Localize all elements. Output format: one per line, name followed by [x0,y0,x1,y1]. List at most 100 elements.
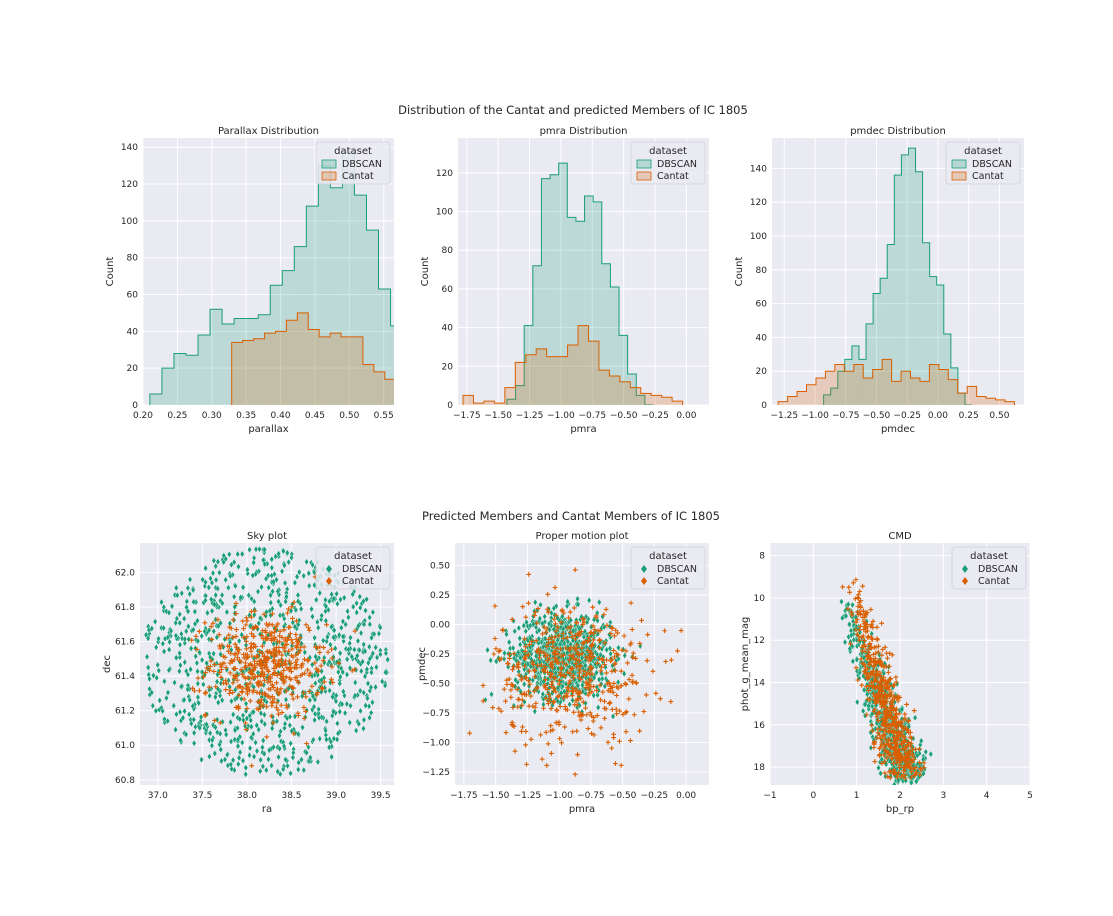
scatter-point [580,681,585,689]
scatter-point [583,679,589,685]
cmd-scatter-plot: −1 0 1 2 3 4 581012141618CMDbp_rpphot_g_mean_m… [740,531,1033,815]
scatter-point [894,753,899,758]
histogram-bar [976,396,987,405]
scatter-point [321,645,327,651]
scatter-point [875,659,881,665]
scatter-point [551,604,557,612]
scatter-point [190,702,196,710]
histogram-bar [891,381,902,405]
histogram-bar [483,401,495,405]
scatter-point [361,725,366,733]
scatter-point [294,674,300,680]
scatter-point [245,675,251,681]
scatter-point [514,687,520,692]
scatter-point [238,667,244,673]
scatter-point [185,584,191,592]
scatter-point [196,699,202,707]
scatter-point [279,671,285,677]
scatter-point [268,713,274,719]
scatter-point [226,632,232,638]
scatter-point [177,667,182,675]
x-tick-label: −1.25 [514,791,542,801]
scatter-point [250,634,256,639]
scatter-point [869,645,874,651]
scatter-point [252,608,258,614]
legend-swatch [962,565,968,573]
scatter-point [177,619,183,627]
y-tick-label: 18 [754,763,766,773]
scatter-point [590,604,596,610]
scatter-point [320,686,325,692]
scatter-point [337,649,343,657]
scatter-point [256,619,262,627]
scatter-point [364,665,370,673]
scatter-point [856,600,862,605]
scatter-point [893,742,899,747]
histogram-bar [532,265,542,405]
scatter-point [880,677,886,683]
scatter-point [588,667,594,673]
scatter-point [872,759,878,764]
y-tick-label: −1.00 [422,739,450,749]
panel-title: pmra Distribution [540,126,628,137]
x-tick-label: 37.0 [148,791,168,801]
scatter-point [182,635,188,643]
scatter-point [223,665,229,670]
scatter-point [611,735,617,740]
x-tick-label: 5 [1027,791,1033,801]
scatter-point [197,648,202,656]
scatter-point [275,587,281,595]
scatter-point [215,622,221,630]
x-axis-label: pmra [569,804,595,815]
histogram-bar [341,336,352,405]
scatter-point [196,688,202,694]
histogram-bar [873,293,881,405]
scatter-point [612,633,617,639]
histogram-bar [1005,401,1015,405]
x-tick-label: −0.75 [578,411,606,421]
y-tick-label: 80 [127,254,139,264]
y-tick-label: 140 [750,164,767,174]
scatter-point [887,752,893,758]
scatter-point [227,691,232,696]
scatter-point [581,633,587,641]
scatter-point [563,645,569,651]
scatter-point [324,717,329,725]
series-cantat [189,574,358,769]
scatter-point [252,658,257,664]
scatter-point [528,693,534,699]
scatter-point [597,645,603,651]
legend-swatch [321,171,337,181]
scatter-point [519,675,525,681]
scatter-point [316,714,322,722]
scatter-point [217,569,222,577]
scatter-point [542,635,548,643]
scatter-point [565,625,571,631]
scatter-point [315,645,321,651]
scatter-point [341,687,346,696]
scatter-point [247,698,253,704]
panel-title: pmdec Distribution [850,126,946,137]
scatter-point [274,576,279,584]
scatter-point [180,714,186,722]
scatter-point [274,680,279,686]
scatter-point [271,696,277,702]
scatter-point [886,679,891,685]
scatter-point [861,686,867,694]
x-tick-label: 0.30 [202,411,222,421]
scatter-point [884,713,890,718]
scatter-point [607,688,613,694]
scatter-point [306,582,312,590]
scatter-point [555,697,561,705]
scatter-point [363,607,368,615]
scatter-point [893,711,899,716]
y-tick-label: −0.75 [422,709,450,719]
scatter-point [884,686,889,692]
scatter-point [172,679,177,687]
scatter-point [232,686,238,694]
scatter-point [917,760,923,766]
scatter-point [244,615,249,621]
scatter-point [548,674,554,680]
